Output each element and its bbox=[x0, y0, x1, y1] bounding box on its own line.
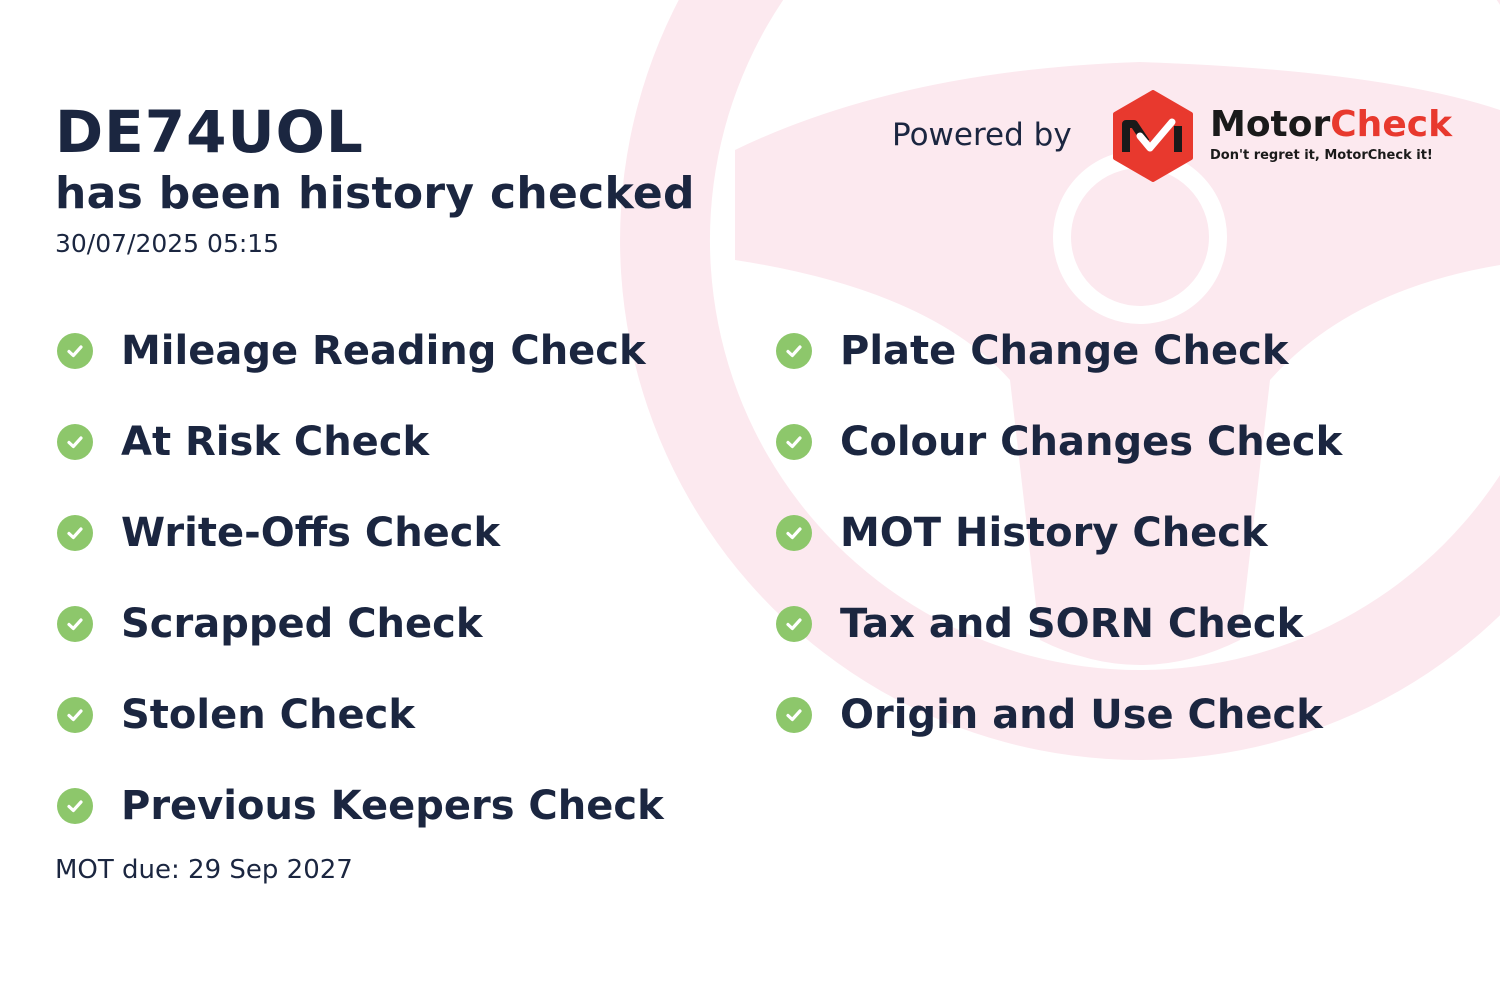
check-item: Tax and SORN Check bbox=[776, 578, 1342, 669]
check-circle-icon bbox=[776, 696, 812, 733]
check-circle-icon bbox=[57, 332, 93, 369]
check-circle-icon bbox=[776, 514, 812, 551]
check-label: Origin and Use Check bbox=[840, 691, 1323, 738]
check-label: Stolen Check bbox=[121, 691, 415, 738]
check-label: Plate Change Check bbox=[840, 327, 1289, 374]
check-item: Plate Change Check bbox=[776, 305, 1342, 396]
check-item: Previous Keepers Check bbox=[57, 760, 664, 851]
mot-due-date: MOT due: 29 Sep 2027 bbox=[55, 855, 353, 885]
brand-name-part1: Motor bbox=[1210, 104, 1331, 145]
motorcheck-logo: MotorCheck Don't regret it, MotorCheck i… bbox=[1112, 90, 1452, 185]
check-label: Colour Changes Check bbox=[840, 418, 1343, 465]
checks-list-left: Mileage Reading Check At Risk Check Write-… bbox=[57, 305, 664, 851]
powered-by-label: Powered by bbox=[892, 117, 1072, 153]
brand-name-part2: Check bbox=[1330, 104, 1453, 145]
motorcheck-hexagon-icon bbox=[1113, 90, 1193, 182]
check-item: MOT History Check bbox=[776, 487, 1342, 578]
check-circle-icon bbox=[57, 787, 93, 824]
check-circle-icon bbox=[776, 423, 812, 460]
check-label: Write-Offs Check bbox=[121, 509, 501, 556]
registration-plate: DE74UOL bbox=[55, 98, 364, 166]
check-circle-icon bbox=[57, 696, 93, 733]
check-circle-icon bbox=[57, 514, 93, 551]
check-label: Scrapped Check bbox=[121, 600, 483, 647]
checks-list-right: Plate Change Check Colour Changes Check MO… bbox=[776, 305, 1342, 760]
check-item: Colour Changes Check bbox=[776, 396, 1342, 487]
check-circle-icon bbox=[776, 605, 812, 642]
brand-tagline: Don't regret it, MotorCheck it! bbox=[1210, 148, 1433, 163]
brand-name: MotorCheck bbox=[1210, 104, 1452, 145]
check-label: At Risk Check bbox=[121, 418, 430, 465]
check-item: Origin and Use Check bbox=[776, 669, 1342, 760]
check-label: MOT History Check bbox=[840, 509, 1268, 556]
check-circle-icon bbox=[57, 423, 93, 460]
check-label: Tax and SORN Check bbox=[840, 600, 1304, 647]
check-item: Mileage Reading Check bbox=[57, 305, 664, 396]
check-datetime: 30/07/2025 05:15 bbox=[55, 229, 280, 258]
check-circle-icon bbox=[776, 332, 812, 369]
check-item: Scrapped Check bbox=[57, 578, 664, 669]
page-subtitle: has been history checked bbox=[55, 168, 695, 219]
check-label: Mileage Reading Check bbox=[121, 327, 646, 374]
check-circle-icon bbox=[57, 605, 93, 642]
check-item: Write-Offs Check bbox=[57, 487, 664, 578]
check-item: Stolen Check bbox=[57, 669, 664, 760]
check-label: Previous Keepers Check bbox=[121, 782, 664, 829]
check-item: At Risk Check bbox=[57, 396, 664, 487]
